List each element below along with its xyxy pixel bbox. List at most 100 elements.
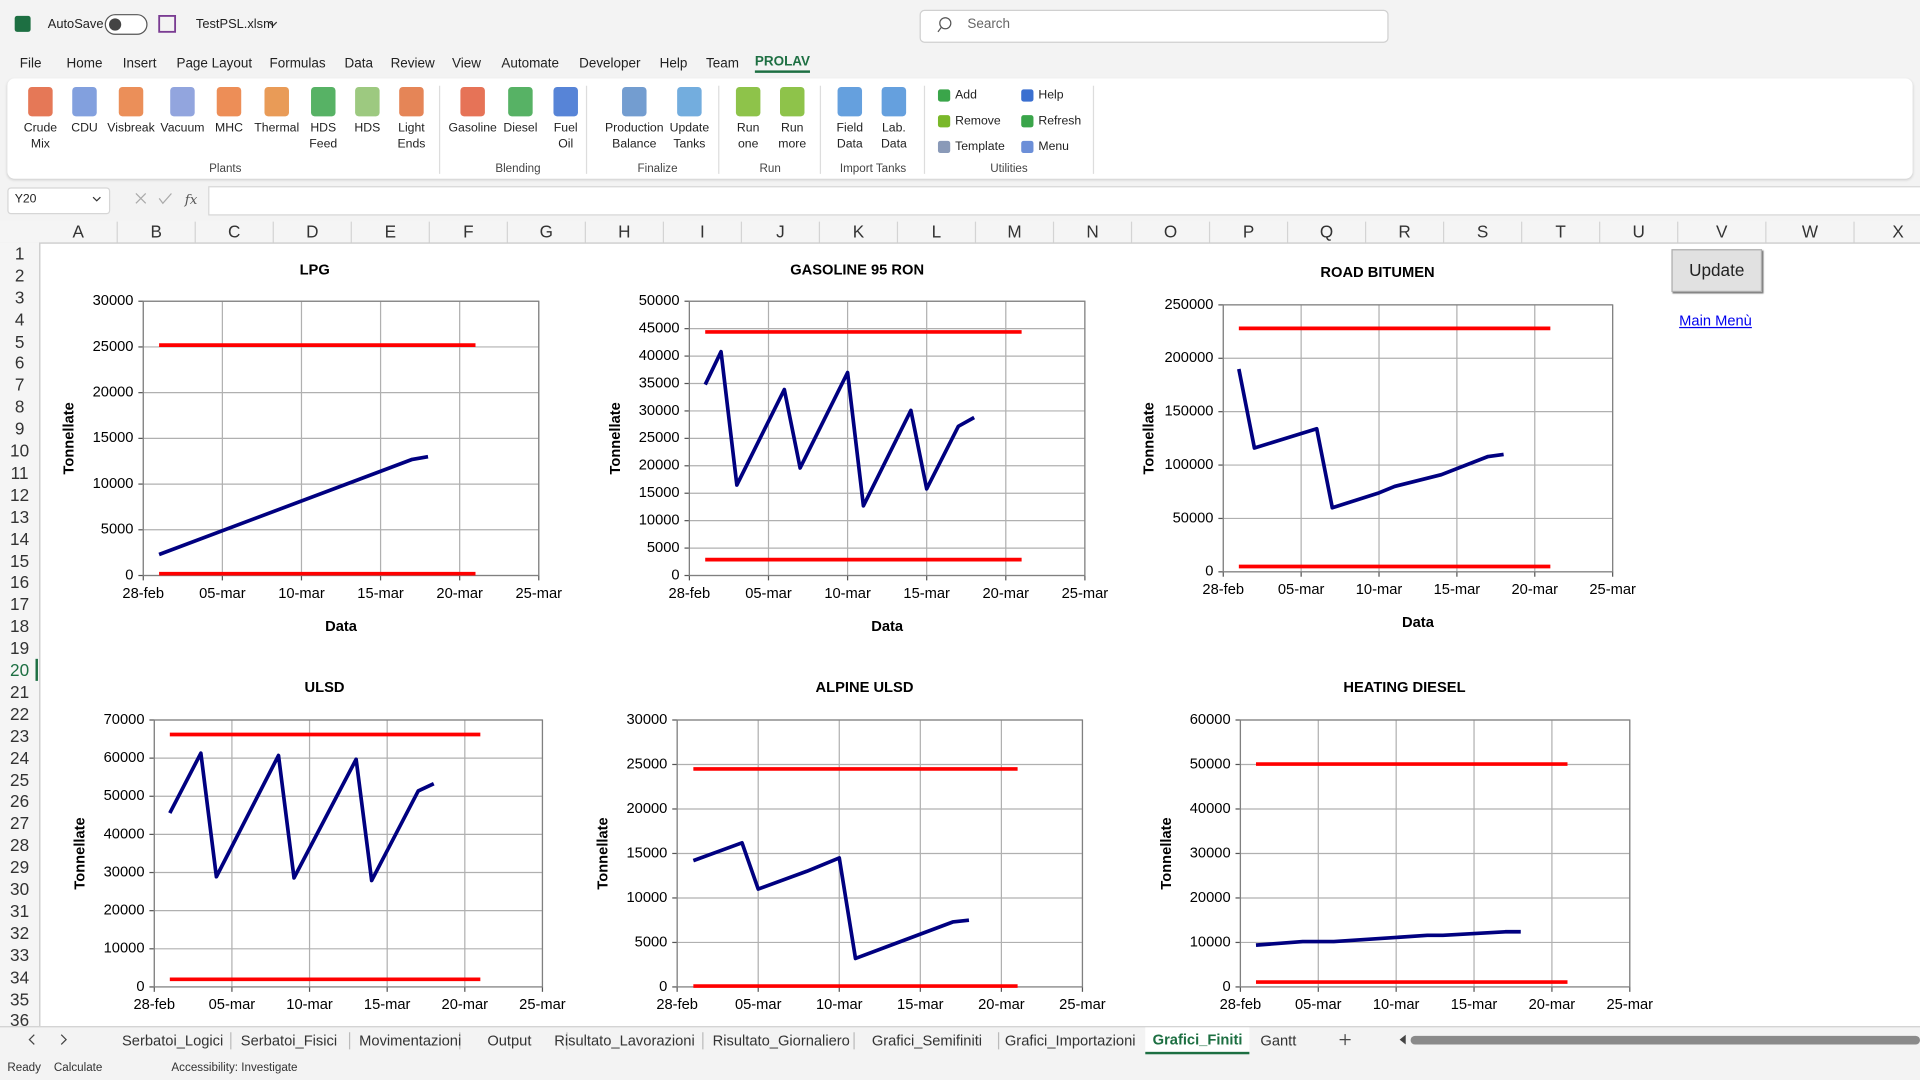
ribbon-button-label[interactable]: Remove — [955, 114, 1001, 128]
ribbon-icon[interactable] — [264, 86, 289, 117]
row-header[interactable]: 23 — [10, 725, 30, 746]
row-header[interactable]: 32 — [10, 923, 30, 943]
column-header[interactable]: P — [1242, 221, 1255, 242]
row-header[interactable]: 12 — [10, 484, 30, 505]
ribbon-button-label[interactable]: MHC — [215, 121, 243, 136]
column-header[interactable]: V — [1716, 221, 1728, 242]
menu-tab[interactable]: Team — [705, 56, 739, 72]
ribbon-button-label[interactable]: Crude — [23, 121, 58, 136]
ribbon-button-label[interactable]: Oil — [558, 137, 574, 152]
sheet-tab[interactable]: Movimentazioni — [359, 1032, 462, 1050]
row-header[interactable]: 14 — [10, 528, 30, 549]
column-header[interactable]: M — [1007, 221, 1022, 242]
fx-button[interactable]: fx — [184, 191, 198, 208]
row-header[interactable]: 19 — [10, 638, 30, 658]
search-box[interactable] — [919, 9, 1389, 43]
ribbon-button-label[interactable]: Refresh — [1038, 114, 1082, 128]
column-header[interactable]: E — [384, 221, 397, 242]
column-header[interactable]: K — [852, 221, 865, 242]
ribbon-button-label[interactable]: Light — [398, 121, 425, 136]
row-header[interactable]: 31 — [10, 901, 30, 921]
menu-tab[interactable]: Home — [66, 56, 103, 72]
menu-tab[interactable]: Automate — [501, 56, 560, 72]
row-header[interactable]: 16 — [10, 572, 30, 592]
column-header[interactable]: A — [72, 221, 84, 242]
ribbon-button-label[interactable]: Fuel — [553, 121, 578, 136]
row-header[interactable]: 10 — [10, 440, 30, 461]
sheet-tab[interactable]: Grafici_Semifiniti — [871, 1032, 983, 1050]
sheet-tab[interactable]: Output — [487, 1032, 532, 1050]
menu-tab[interactable]: Formulas — [269, 56, 326, 72]
ribbon-button-label[interactable]: HDS — [354, 121, 381, 136]
row-header[interactable]: 28 — [10, 835, 30, 855]
ribbon-button-label[interactable]: Ends — [397, 137, 426, 152]
column-header[interactable]: O — [1163, 221, 1178, 242]
ribbon-icon[interactable] — [937, 140, 951, 154]
sheet-tab[interactable]: Grafici_Finiti — [1145, 1027, 1250, 1055]
name-box[interactable] — [7, 187, 111, 215]
ribbon-icon[interactable] — [355, 86, 380, 117]
column-header[interactable]: I — [699, 221, 705, 242]
status-item[interactable]: Calculate — [53, 1061, 103, 1075]
row-header[interactable]: 22 — [10, 703, 30, 724]
ribbon-icon[interactable] — [1021, 115, 1034, 128]
ribbon-button-label[interactable]: Visbreak — [107, 121, 155, 136]
row-header[interactable]: 15 — [10, 550, 30, 571]
row-header[interactable]: 20 — [10, 660, 30, 680]
menu-tab[interactable]: Review — [390, 56, 435, 72]
ribbon-button-label[interactable]: Field — [836, 121, 864, 136]
ribbon-button-label[interactable]: more — [778, 137, 807, 152]
column-header[interactable]: D — [306, 221, 319, 242]
ribbon-button-label[interactable]: Tanks — [673, 137, 706, 152]
ribbon-button-label[interactable]: Thermal — [254, 121, 300, 136]
file-name[interactable]: TestPSL.xlsm — [195, 17, 274, 32]
ribbon-icon[interactable] — [399, 86, 424, 117]
column-header[interactable]: U — [1632, 221, 1645, 242]
menu-tab[interactable]: PROLAV — [754, 54, 811, 73]
menu-tab[interactable]: File — [19, 56, 42, 72]
row-header[interactable]: 34 — [10, 966, 30, 987]
row-header[interactable]: 21 — [10, 681, 30, 702]
scroll-arrow[interactable] — [1399, 1034, 1406, 1045]
sheet-tab[interactable]: Gantt — [1260, 1032, 1297, 1050]
row-header[interactable]: 5 — [14, 331, 25, 351]
ribbon-button-label[interactable]: Lab. — [881, 121, 906, 136]
ribbon-icon[interactable] — [837, 86, 863, 117]
column-header[interactable]: S — [1476, 221, 1489, 242]
sheet-tab[interactable]: Serbatoi_Logici — [121, 1032, 224, 1050]
ribbon-icon[interactable] — [735, 86, 761, 117]
ribbon-button-label[interactable]: Add — [955, 88, 977, 103]
ribbon-button-label[interactable]: Gasoline — [448, 121, 497, 136]
scrollbar[interactable] — [1410, 1035, 1920, 1045]
ribbon-button-label[interactable]: Balance — [612, 137, 657, 152]
row-header[interactable]: 11 — [10, 462, 29, 483]
row-header[interactable]: 13 — [10, 506, 30, 527]
sheet-tab[interactable]: Risultato_Giornaliero — [712, 1032, 850, 1050]
column-header[interactable]: C — [228, 221, 241, 242]
ribbon-button-label[interactable]: CDU — [71, 121, 98, 136]
ribbon-icon[interactable] — [937, 115, 951, 128]
ribbon-icon[interactable] — [780, 86, 805, 117]
ribbon-icon[interactable] — [881, 86, 907, 117]
column-header[interactable]: T — [1555, 221, 1566, 242]
ribbon-button-label[interactable]: Run — [781, 121, 804, 136]
row-header[interactable]: 29 — [10, 857, 30, 877]
column-header[interactable]: G — [539, 221, 554, 242]
row-header[interactable]: 18 — [10, 616, 30, 636]
ribbon-button-label[interactable]: Menu — [1038, 140, 1069, 154]
sheet-tab[interactable]: Serbatoi_Fisici — [240, 1032, 338, 1050]
ribbon-button-label[interactable]: Update — [669, 121, 710, 136]
menu-tab[interactable]: Page Layout — [176, 56, 253, 72]
column-header[interactable]: B — [150, 221, 162, 242]
column-header[interactable]: J — [776, 221, 785, 242]
row-header[interactable]: 3 — [14, 287, 25, 308]
ribbon-button-label[interactable]: Vacuum — [160, 121, 205, 136]
ribbon-icon[interactable] — [311, 86, 336, 117]
ribbon-icon[interactable] — [72, 86, 97, 117]
row-header[interactable]: 8 — [14, 397, 25, 417]
ribbon-icon[interactable] — [170, 86, 195, 117]
row-header[interactable]: 7 — [14, 375, 25, 395]
column-header[interactable]: R — [1398, 221, 1411, 242]
column-header[interactable]: Q — [1319, 221, 1334, 242]
ribbon-button-label[interactable]: Production — [605, 121, 664, 136]
